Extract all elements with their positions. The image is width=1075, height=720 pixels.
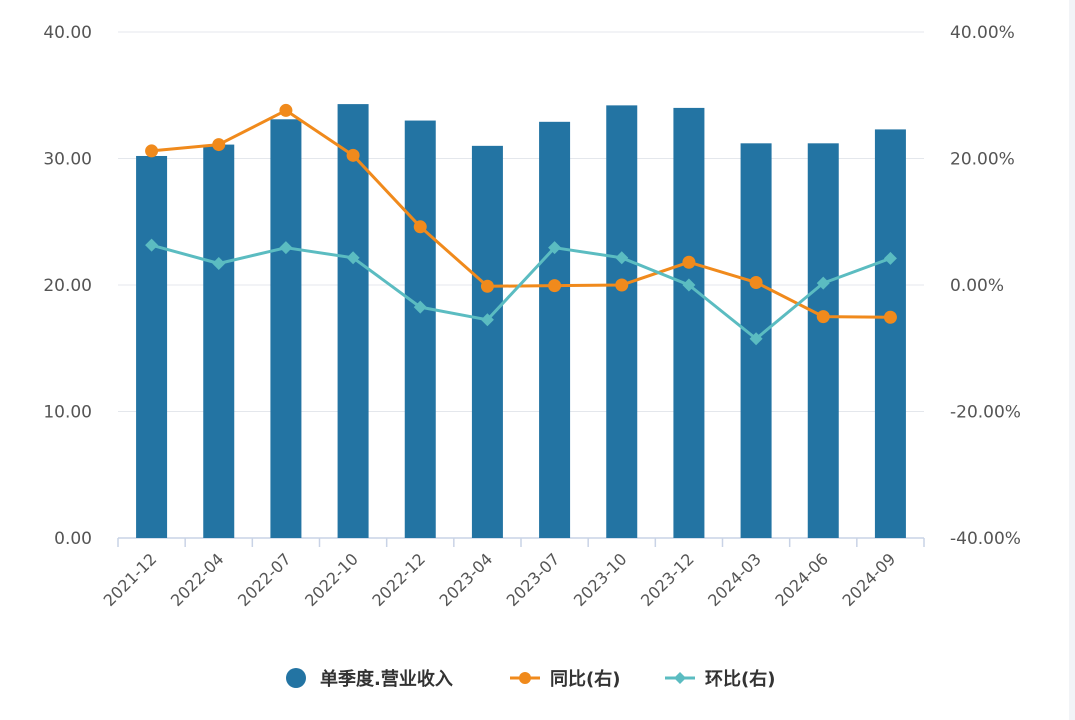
qoq-point[interactable] (480, 313, 494, 327)
gridlines (118, 31, 924, 412)
qoq-point[interactable] (413, 300, 427, 314)
y-left-tick-label: 10.00 (43, 403, 92, 423)
qoq-point[interactable] (212, 256, 226, 270)
bar[interactable] (270, 119, 302, 538)
qoq-point[interactable] (548, 241, 562, 255)
left-axis-ticks: 0.00 10.00 20.00 30.00 40.00 (43, 23, 92, 549)
yoy-point[interactable] (145, 144, 159, 158)
qoq-point[interactable] (615, 251, 629, 265)
x-tick-label: 2023-07 (503, 549, 564, 610)
x-tick-label: 2022-12 (368, 549, 429, 610)
legend-marker[interactable] (674, 672, 686, 684)
bar-series (136, 104, 906, 539)
yoy-point[interactable] (816, 310, 830, 324)
yoy-point[interactable] (682, 255, 696, 269)
qoq-point[interactable] (816, 276, 830, 290)
legend-label[interactable]: 同比(右) (550, 668, 620, 690)
x-tick-label: 2022-07 (234, 549, 295, 610)
qoq-line (151, 243, 891, 341)
legend-bar-swatch[interactable] (286, 668, 306, 688)
yoy-point[interactable] (413, 220, 427, 234)
qoq-point[interactable] (346, 251, 360, 265)
x-tick-label: 2023-04 (436, 549, 497, 610)
yoy-point[interactable] (548, 279, 562, 293)
bar[interactable] (471, 145, 503, 538)
x-tick-label: 2023-10 (570, 549, 631, 610)
qoq-point[interactable] (145, 238, 159, 252)
x-axis: 2021-12 2022-04 2022-07 2022-10 2022-12 2023-… (100, 537, 925, 610)
legend-label[interactable]: 单季度.营业收入 (320, 668, 453, 690)
y-right-tick-label: 20.00% (950, 150, 1015, 170)
bar[interactable] (673, 107, 705, 539)
x-tick-label: 2022-10 (301, 549, 362, 610)
bar[interactable] (203, 144, 235, 538)
bar[interactable] (337, 104, 369, 538)
bar[interactable] (539, 121, 571, 538)
y-left-tick-label: 20.00 (43, 276, 92, 296)
yoy-line (151, 108, 891, 319)
yoy-point[interactable] (346, 148, 360, 162)
bar[interactable] (606, 105, 638, 539)
yoy-point[interactable] (749, 275, 763, 289)
y-right-tick-label: 40.00% (950, 23, 1015, 43)
y-right-tick-label: -40.00% (950, 529, 1021, 549)
y-left-tick-label: 0.00 (54, 529, 92, 549)
x-tick-label: 2024-06 (771, 549, 832, 610)
bar[interactable] (874, 129, 906, 538)
y-right-tick-label: -20.00% (950, 403, 1021, 423)
qoq-point[interactable] (749, 332, 763, 346)
x-tick-label: 2021-12 (100, 549, 161, 610)
qoq-point[interactable] (279, 241, 293, 255)
yoy-point[interactable] (615, 278, 629, 292)
qoq-point[interactable] (682, 278, 696, 292)
x-tick-label: 2024-09 (839, 549, 900, 610)
yoy-point[interactable] (480, 279, 494, 293)
scrollbar-track[interactable] (1069, 0, 1075, 720)
yoy-point[interactable] (279, 103, 293, 117)
bar[interactable] (807, 143, 839, 538)
y-right-tick-label: 0.00% (950, 276, 1004, 296)
line-series (145, 103, 897, 346)
yoy-point[interactable] (883, 310, 897, 324)
right-axis-ticks: -40.00% -20.00% 0.00% 20.00% 40.00% (950, 23, 1021, 549)
legend: 单季度.营业收入 同比(右) 环比(右) (286, 668, 775, 690)
y-left-tick-label: 30.00 (43, 150, 92, 170)
yoy-point[interactable] (212, 138, 226, 152)
y-left-tick-label: 40.00 (43, 23, 92, 43)
bar[interactable] (136, 155, 168, 538)
bar[interactable] (404, 120, 436, 539)
x-tick-label: 2023-12 (637, 549, 698, 610)
qoq-point[interactable] (883, 251, 897, 265)
x-tick-label: 2024-03 (704, 549, 765, 610)
legend-marker[interactable] (519, 672, 531, 684)
x-tick-label: 2022-04 (167, 549, 228, 610)
legend-label[interactable]: 环比(右) (705, 668, 775, 690)
